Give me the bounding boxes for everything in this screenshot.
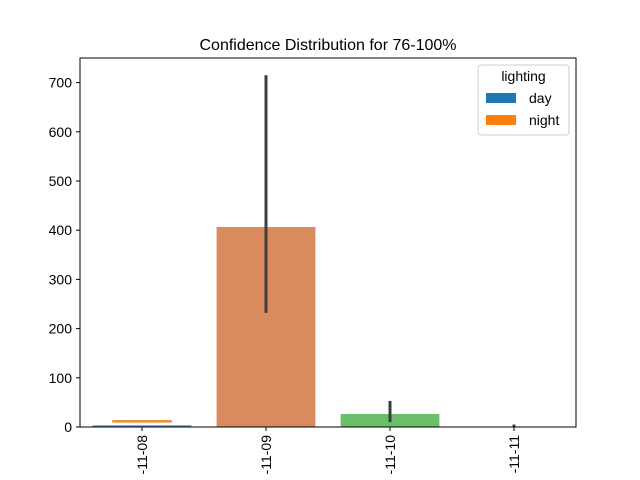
x-tick-label: -11-11 xyxy=(506,435,522,474)
chart-title: Confidence Distribution for 76-100% xyxy=(199,37,456,54)
x-tick-label: -11-08 xyxy=(134,435,150,475)
legend-label-day: day xyxy=(529,90,552,106)
legend-title: lighting xyxy=(501,68,545,84)
y-tick-label: 500 xyxy=(49,173,73,189)
legend-swatch-day xyxy=(486,93,516,103)
y-tick-label: 700 xyxy=(49,75,73,91)
legend-label-night: night xyxy=(529,112,559,128)
plot-frame xyxy=(79,57,577,428)
y-tick-label: 300 xyxy=(49,271,73,287)
bar--11-09 xyxy=(216,226,316,428)
y-tick-label: 200 xyxy=(49,321,73,337)
y-tick-label: 100 xyxy=(49,370,73,386)
x-tick-label: -11-09 xyxy=(258,435,274,475)
bars-layer xyxy=(92,75,564,428)
x-tick-label: -11-10 xyxy=(382,435,398,475)
bar-overlay--11-08 xyxy=(112,420,172,423)
y-tick-label: 0 xyxy=(64,419,72,435)
y-tick-label: 400 xyxy=(49,222,73,238)
axes-layer: 0 100 200 300 400 500 600 700 -11-08 -11-09 -11-10… xyxy=(49,57,577,475)
y-tick-label: 600 xyxy=(49,124,73,140)
legend-swatch-night xyxy=(486,115,516,125)
legend: lighting day night xyxy=(477,64,570,136)
